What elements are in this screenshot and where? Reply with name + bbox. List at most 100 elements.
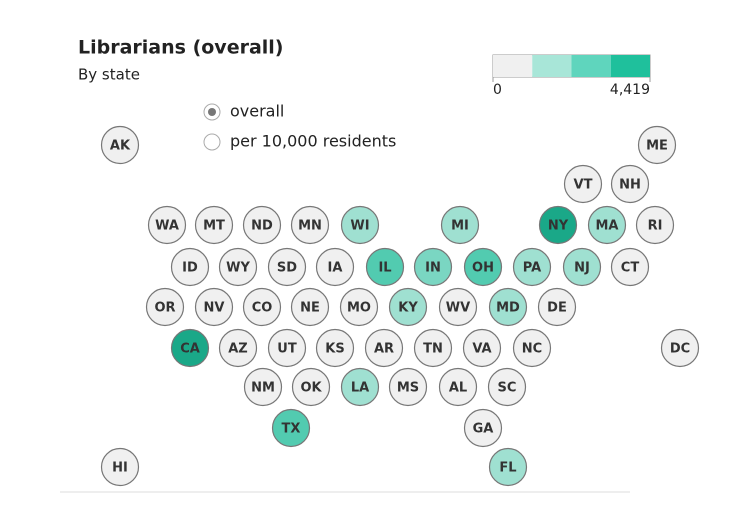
state-tile[interactable] (194, 287, 234, 327)
state-tile[interactable] (243, 367, 283, 407)
state-tile[interactable] (170, 247, 210, 287)
state-tile[interactable] (413, 247, 453, 287)
state-tile[interactable] (340, 367, 380, 407)
state-label[interactable]: DC (670, 342, 690, 357)
state-tile[interactable] (315, 247, 355, 287)
state-label[interactable]: MN (298, 219, 322, 234)
state-tile[interactable] (438, 287, 478, 327)
state-label[interactable]: NM (251, 381, 275, 396)
state-tile[interactable] (218, 328, 258, 368)
state-label[interactable]: CO (252, 301, 273, 316)
state-tile[interactable] (365, 247, 405, 287)
state-label[interactable]: MD (496, 301, 520, 316)
state-label[interactable]: OR (154, 301, 175, 316)
state-label[interactable]: PA (523, 261, 541, 276)
state-label[interactable]: WA (155, 219, 179, 234)
state-label[interactable]: CT (621, 261, 640, 276)
state-tile[interactable] (147, 205, 187, 245)
state-tile[interactable] (145, 287, 185, 327)
state-label[interactable]: OH (472, 261, 494, 276)
state-label[interactable]: IL (378, 261, 391, 276)
state-label[interactable]: WY (226, 261, 250, 276)
state-tile[interactable] (462, 328, 502, 368)
state-tile[interactable] (388, 287, 428, 327)
state-label[interactable]: HI (112, 461, 128, 476)
state-tile[interactable] (463, 247, 503, 287)
state-label[interactable]: IN (425, 261, 441, 276)
state-label[interactable]: NC (522, 342, 542, 357)
state-tile[interactable] (637, 125, 677, 165)
state-label[interactable]: MI (451, 219, 469, 234)
state-label[interactable]: KY (398, 301, 418, 316)
state-tile[interactable] (267, 328, 307, 368)
state-tile[interactable] (242, 205, 282, 245)
state-tile[interactable] (340, 205, 380, 245)
radio-dot[interactable] (208, 108, 216, 116)
state-tile[interactable] (610, 164, 650, 204)
state-tile[interactable] (271, 408, 311, 448)
state-label[interactable]: AL (449, 381, 467, 396)
state-tile[interactable] (100, 125, 140, 165)
state-tile[interactable] (512, 247, 552, 287)
state-tile[interactable] (290, 287, 330, 327)
state-label[interactable]: AR (374, 342, 394, 357)
state-label[interactable]: NE (300, 301, 320, 316)
state-tile[interactable] (315, 328, 355, 368)
state-tile[interactable] (537, 287, 577, 327)
state-tile[interactable] (218, 247, 258, 287)
state-tile[interactable] (388, 367, 428, 407)
state-label[interactable]: SC (498, 381, 517, 396)
state-tile[interactable] (562, 247, 602, 287)
state-tile[interactable] (660, 328, 700, 368)
state-label[interactable]: SD (277, 261, 297, 276)
state-label[interactable]: WV (446, 301, 470, 316)
state-tile[interactable] (242, 287, 282, 327)
state-tile[interactable] (290, 205, 330, 245)
state-tile[interactable] (563, 164, 603, 204)
state-label[interactable]: MO (347, 301, 371, 316)
state-tile[interactable] (635, 205, 675, 245)
radio-button[interactable] (203, 133, 221, 151)
state-tile[interactable] (413, 328, 453, 368)
state-label[interactable]: NJ (574, 261, 590, 276)
state-label[interactable]: KS (325, 342, 344, 357)
state-label[interactable]: VT (574, 178, 593, 193)
state-label[interactable]: MS (397, 381, 419, 396)
state-tile[interactable] (488, 447, 528, 487)
state-tile[interactable] (339, 287, 379, 327)
state-tile[interactable] (170, 328, 210, 368)
radio-label[interactable]: overall (230, 102, 284, 121)
state-tile[interactable] (438, 367, 478, 407)
state-tile[interactable] (364, 328, 404, 368)
state-tile[interactable] (610, 247, 650, 287)
state-label[interactable]: AZ (228, 342, 248, 357)
state-label[interactable]: FL (499, 461, 516, 476)
state-label[interactable]: TX (282, 422, 301, 437)
state-label[interactable]: MA (596, 219, 619, 234)
state-tile[interactable] (100, 447, 140, 487)
state-label[interactable]: NH (619, 178, 641, 193)
state-label[interactable]: AK (110, 139, 131, 154)
state-label[interactable]: TN (423, 342, 443, 357)
state-label[interactable]: LA (351, 381, 369, 396)
state-label[interactable]: MT (203, 219, 225, 234)
state-label[interactable]: CA (180, 342, 200, 357)
state-tile[interactable] (488, 287, 528, 327)
state-label[interactable]: NY (548, 219, 569, 234)
state-label[interactable]: VA (472, 342, 491, 357)
state-tile[interactable] (512, 328, 552, 368)
state-label[interactable]: OK (300, 381, 322, 396)
state-tile[interactable] (267, 247, 307, 287)
state-tile[interactable] (538, 205, 578, 245)
state-label[interactable]: UT (277, 342, 297, 357)
radio-label[interactable]: per 10,000 residents (230, 132, 396, 151)
state-label[interactable]: ME (646, 139, 668, 154)
state-label[interactable]: DE (547, 301, 567, 316)
state-tile[interactable] (291, 367, 331, 407)
state-label[interactable]: WI (350, 219, 369, 234)
state-label[interactable]: IA (328, 261, 343, 276)
state-tile[interactable] (194, 205, 234, 245)
state-tile[interactable] (587, 205, 627, 245)
state-label[interactable]: ID (182, 261, 198, 276)
state-label[interactable]: ND (251, 219, 273, 234)
